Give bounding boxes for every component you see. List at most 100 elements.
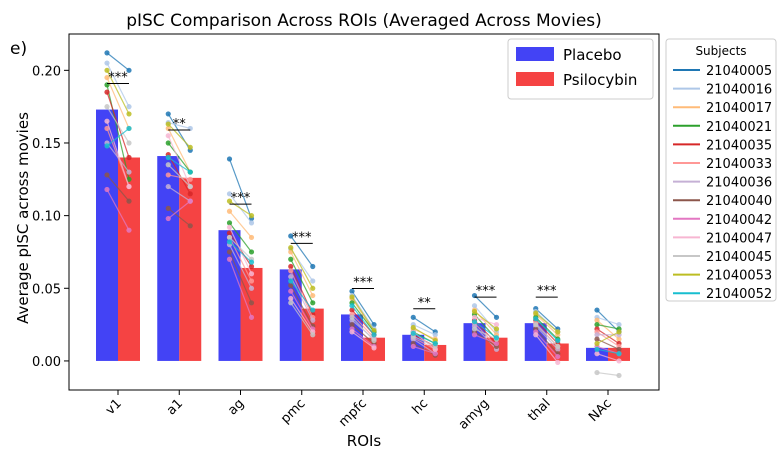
subject-line-ag-21040047 [228,227,253,275]
subject-point-psilocybin-v1-21040036 [126,169,132,175]
subject-point-placebo-a1-21040053 [165,121,171,127]
subject-line-a1-21040053 [167,123,191,148]
subject-point-placebo-a1-21040036 [165,183,171,190]
subject-line-pmc-21040042 [290,290,314,330]
subject-legend-label-21040035: 21040035 [706,138,772,153]
subject-point-placebo-nac-21040036 [594,332,600,338]
subject-point-placebo-amyg-21040045 [471,326,478,332]
subject-point-placebo-pmc-21040052 [288,278,294,284]
subject-line-mpfc-21040052 [351,305,375,336]
subject-line-nac-21040035 [596,328,620,345]
subject-point-placebo-nac-21040047 [594,351,600,357]
subject-line-hc-21040036 [412,338,436,355]
subject-point-psilocybin-pmc-21040005 [310,263,316,270]
subject-line-hc-21040040 [412,342,436,356]
subject-point-placebo-v1-21040035 [104,89,110,95]
subject-point-psilocybin-pmc-21040036 [310,317,316,323]
subject-point-placebo-pmc-21040005 [288,233,294,239]
subject-line-a1-21040016 [168,122,191,130]
subject-point-psilocybin-nac-21040052 [616,351,622,357]
subject-line-ag-21040052 [229,241,252,263]
subject-point-psilocybin-nac-21040040 [616,346,622,352]
significance-label-amyg: *** [476,284,496,299]
subject-line-thal-21040035 [535,319,559,344]
subject-line-pmc-21040040 [290,285,314,327]
subject-line-amyg-21040016 [474,305,497,333]
subject-point-placebo-ag-21040021 [226,220,233,226]
subject-point-psilocybin-ag-21040016 [248,220,255,226]
subject-line-a1-21040045 [167,164,191,187]
subject-point-placebo-pmc-21040042 [288,288,294,294]
subject-line-pmc-21040035 [290,266,314,315]
subject-line-a1-21040040 [167,207,191,227]
subject-point-psilocybin-hc-21040052 [432,340,438,347]
subject-legend-label-21040052: 21040052 [706,287,772,302]
subject-point-psilocybin-pmc-21040052 [310,307,316,313]
significance-label-v1: *** [108,71,128,86]
subject-line-thal-21040005 [535,308,559,330]
subject-point-psilocybin-pmc-21040016 [310,278,316,284]
x-tick-label-ag: ag [225,396,247,418]
y-axis-label: Average pISC across movies [14,112,32,324]
subject-point-placebo-mpfc-21040045 [349,314,355,320]
subject-point-placebo-hc-21040005 [410,314,416,320]
subject-point-placebo-a1-21040042 [165,215,171,222]
subject-point-placebo-a1-21040047 [165,133,171,139]
bar-psilocybin-v1 [118,157,140,361]
subject-point-placebo-a1-21040005 [165,111,171,117]
subject-line-mpfc-21040053 [351,296,375,331]
subject-point-psilocybin-v1-21040047 [126,183,132,190]
subject-line-a1-21040052 [167,157,191,173]
subject-point-psilocybin-nac-21040017 [616,336,622,342]
subject-line-ag-21040036 [228,244,253,289]
subject-point-placebo-pmc-21040021 [288,256,294,262]
subject-line-a1-21040017 [167,128,191,173]
subject-line-hc-21040033 [412,337,436,350]
subject-line-pmc-21040033 [290,270,314,318]
x-tick-label-mpfc: mpfc [336,396,370,430]
subject-point-placebo-ag-21040017 [226,208,233,214]
x-tick-label-thal: thal [525,396,553,424]
subject-line-thal-21040042 [535,331,559,357]
subject-point-psilocybin-ag-21040042 [248,314,255,320]
subject-line-v1-21040053 [106,70,130,115]
subject-point-placebo-nac-21040045 [594,369,600,376]
legend-swatch-placebo [516,47,554,61]
legend-swatch-psilocybin [516,72,554,86]
subject-line-pmc-21040005 [290,235,314,267]
significance-layer: ******************* *** [107,71,558,311]
subject-line-thal-21040040 [535,328,559,355]
subject-line-mpfc-21040033 [351,314,375,339]
subject-point-placebo-v1-21040045 [104,104,110,110]
subject-point-psilocybin-v1-21040021 [126,176,132,182]
subject-line-amyg-21040005 [474,295,497,318]
subject-point-psilocybin-amyg-21040052 [493,335,500,341]
subject-point-placebo-v1-21040005 [104,50,110,56]
subject-point-placebo-ag-21040047 [226,224,233,230]
y-tick-label-4: 0.20 [32,64,61,79]
subject-point-psilocybin-pmc-21040021 [310,300,316,306]
subject-legend-label-21040053: 21040053 [706,269,772,284]
subject-line-hc-21040005 [412,316,436,333]
subject-point-psilocybin-ag-21040040 [248,300,255,306]
subject-point-psilocybin-mpfc-21040045 [371,337,377,344]
subject-line-amyg-21040052 [474,321,497,339]
x-tick-label-v1: v1 [103,396,125,418]
subject-point-psilocybin-hc-21040016 [432,332,438,338]
subject-legend-label-21040045: 21040045 [706,250,772,265]
subject-point-psilocybin-v1-21040040 [126,198,132,204]
subject-point-psilocybin-ag-21040033 [248,278,255,284]
subject-point-placebo-v1-21040052 [104,143,110,149]
subject-line-a1-21040035 [167,154,191,195]
subject-point-psilocybin-amyg-21040047 [493,322,500,328]
subject-line-ag-21040042 [228,259,253,318]
subject-point-psilocybin-hc-21040042 [432,351,438,357]
chart-title: pISC Comparison Across ROIs (Averaged Ac… [126,11,602,31]
condition-legend: Placebo Psilocybin [507,38,654,100]
subject-point-psilocybin-nac-21040016 [616,322,622,328]
subject-point-psilocybin-v1-21040045 [126,140,132,146]
bar-placebo-ag [218,230,241,361]
subject-line-v1-21040036 [106,142,130,173]
subject-point-placebo-v1-21040017 [104,74,110,81]
subject-point-placebo-v1-21040047 [104,118,110,124]
